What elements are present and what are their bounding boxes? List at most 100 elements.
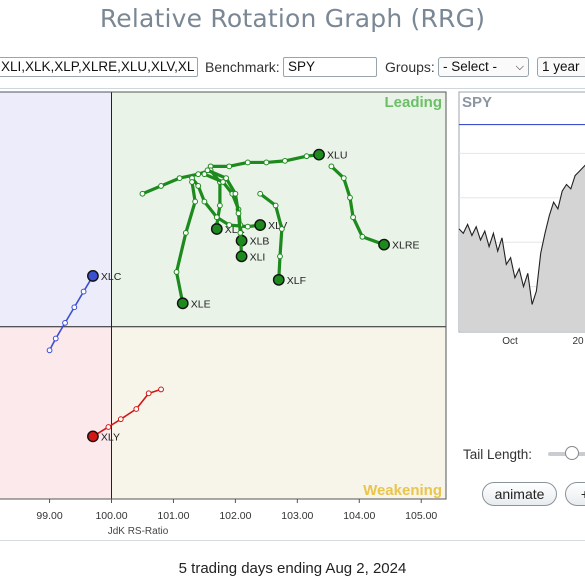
tail-point — [226, 163, 233, 170]
tail-xlf: XLF — [257, 190, 306, 287]
groups-label: Groups: — [385, 59, 435, 75]
quadrant-improving — [0, 92, 112, 327]
head-point-xlf — [272, 273, 285, 286]
mini-chart-title: SPY — [462, 94, 492, 111]
mini-chart-line — [458, 164, 585, 305]
head-point-xly — [87, 430, 99, 443]
tail-point — [220, 179, 226, 185]
toolbar-divider — [0, 88, 585, 89]
tail-segment — [174, 231, 188, 274]
groups-select-value: - Select - — [443, 59, 498, 74]
tail-segment — [274, 203, 284, 231]
x-tick-label: 100.00 — [95, 510, 127, 522]
tail-segment — [73, 290, 85, 309]
period-select[interactable]: 1 year — [537, 57, 585, 77]
tail-xli: XLI — [204, 167, 266, 263]
head-point-xli — [235, 250, 248, 263]
tail-xlu: XLU — [207, 148, 347, 170]
tail-point — [117, 416, 124, 423]
tail-point — [226, 222, 233, 228]
tail-point — [217, 202, 223, 209]
label-xlre: XLRE — [392, 240, 419, 252]
tail-point — [189, 179, 195, 185]
toolbar: XLI,XLK,XLP,XLRE,XLU,XLV,XL Benchmark: S… — [0, 57, 585, 81]
tail-length-label: Tail Length: — [463, 447, 533, 462]
quadrant-label-weakening: Weakening — [363, 482, 442, 499]
tail-segment — [184, 199, 197, 235]
quadrant-label-leading: Leading — [384, 94, 442, 111]
tail-length-slider-handle[interactable] — [565, 446, 579, 460]
quadrant-leading — [111, 92, 446, 327]
tail-xlc: XLC — [46, 270, 122, 354]
tail-point — [350, 214, 356, 221]
tail-point — [173, 269, 180, 275]
tail-point — [263, 159, 270, 166]
x-tick-label: 101.00 — [157, 510, 189, 522]
tail-point — [201, 198, 208, 205]
tail-point — [46, 347, 53, 354]
symbols-input[interactable]: XLI,XLK,XLP,XLRE,XLU,XLV,XL — [0, 57, 198, 77]
tail-point — [182, 229, 189, 236]
tail-point — [244, 223, 251, 230]
tail-segment — [283, 154, 309, 163]
tail-segment — [119, 408, 138, 420]
tail-point — [158, 183, 164, 189]
head-point-xlc — [87, 270, 99, 282]
tail-point — [303, 153, 310, 160]
tail-segment — [351, 215, 364, 239]
groups-select[interactable]: - Select - ⌵ — [438, 57, 529, 77]
head-point-xle — [176, 297, 189, 310]
tail-point — [204, 167, 211, 174]
tail-point — [277, 253, 283, 260]
tail-point — [257, 190, 264, 197]
label-xly: XLY — [101, 431, 120, 443]
tail-segment — [278, 227, 284, 258]
tail-segment — [190, 180, 197, 204]
label-xlc: XLC — [101, 271, 122, 283]
x-tick-label: 105.00 — [405, 510, 437, 522]
quadrant-weakening — [111, 326, 446, 499]
tail-point — [237, 229, 244, 236]
tail-segment — [140, 184, 163, 196]
tail-point — [133, 406, 140, 412]
label-xli: XLI — [250, 251, 266, 263]
tail-point — [139, 190, 146, 197]
tail-segment — [178, 172, 200, 180]
tail-point — [232, 190, 239, 197]
tail-point — [213, 214, 220, 221]
head-point-xlv — [254, 219, 267, 231]
tail-segment — [205, 168, 228, 180]
tail-segment — [264, 159, 287, 165]
benchmark-mini-chart: SPY Oct 20 — [458, 91, 585, 347]
tail-segment — [64, 306, 76, 324]
tail-point — [201, 171, 208, 178]
label-xlu: XLU — [327, 150, 347, 162]
tail-point — [145, 390, 152, 397]
zoom-in-button[interactable]: + — [565, 482, 585, 506]
tail-point — [176, 175, 183, 181]
tail-segment — [342, 176, 352, 200]
animate-button[interactable]: animate — [482, 482, 557, 506]
tail-point — [244, 159, 251, 166]
tail-point — [235, 210, 242, 217]
page-title: Relative Rotation Graph (RRG) — [99, 4, 486, 33]
tail-point — [105, 424, 112, 430]
tail-segment — [258, 192, 278, 208]
tail-segment — [233, 192, 241, 215]
benchmark-input[interactable]: SPY — [283, 57, 377, 77]
x-tick-label: 99.00 — [36, 510, 62, 522]
tail-point — [282, 157, 288, 164]
chevron-down-icon: ⌵ — [515, 61, 524, 73]
x-tick-label: 102.00 — [219, 510, 251, 522]
label-xle: XLE — [191, 298, 211, 310]
tail-xlb: XLB — [201, 171, 269, 248]
tail-xlv: XLV — [189, 175, 287, 232]
mini-chart-tick-20: 20 — [572, 336, 584, 347]
head-point-xlre — [378, 238, 390, 251]
head-point-xlk — [210, 223, 223, 235]
footer-divider — [0, 540, 585, 541]
tail-point — [359, 233, 366, 240]
tail-point — [80, 288, 87, 295]
tail-xly: XLY — [87, 386, 164, 443]
